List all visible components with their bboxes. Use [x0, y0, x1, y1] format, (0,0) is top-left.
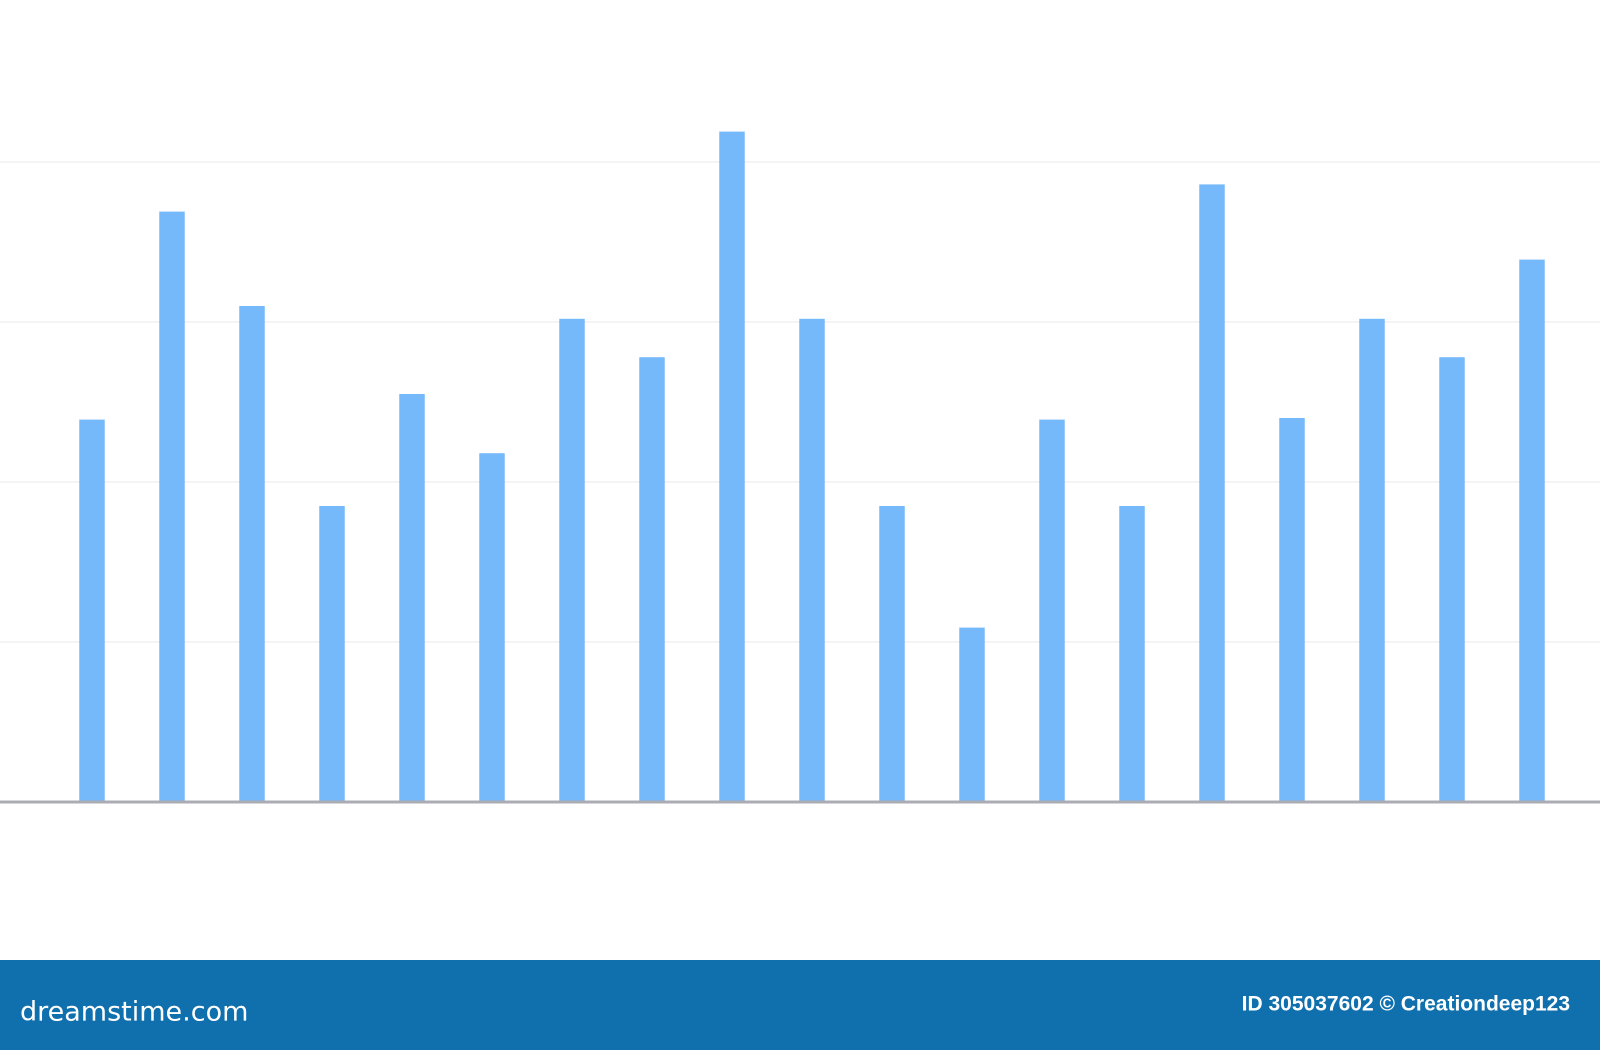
bar: [1119, 506, 1145, 802]
bar: [1439, 357, 1465, 802]
bar: [1039, 419, 1065, 802]
footer-credit: ID 305037602 © Creationdeep123: [1242, 993, 1570, 1016]
bar: [159, 211, 185, 803]
bar: [959, 627, 985, 802]
bar: [799, 318, 825, 802]
bar: [879, 506, 905, 802]
footer-bar: [0, 960, 1600, 1050]
bar: [239, 306, 265, 802]
bar: [1199, 184, 1225, 802]
bar: [639, 357, 665, 802]
bar: [319, 506, 345, 802]
bar: [479, 453, 505, 802]
plot-area: [0, 131, 1600, 804]
bar: [1359, 318, 1385, 802]
footer-brand: dreamstime.com: [20, 997, 248, 1028]
bar: [1279, 418, 1305, 802]
bar: [79, 419, 105, 802]
bar: [399, 394, 425, 802]
bar: [719, 131, 745, 803]
bar: [1519, 259, 1545, 803]
bar: [559, 318, 585, 802]
